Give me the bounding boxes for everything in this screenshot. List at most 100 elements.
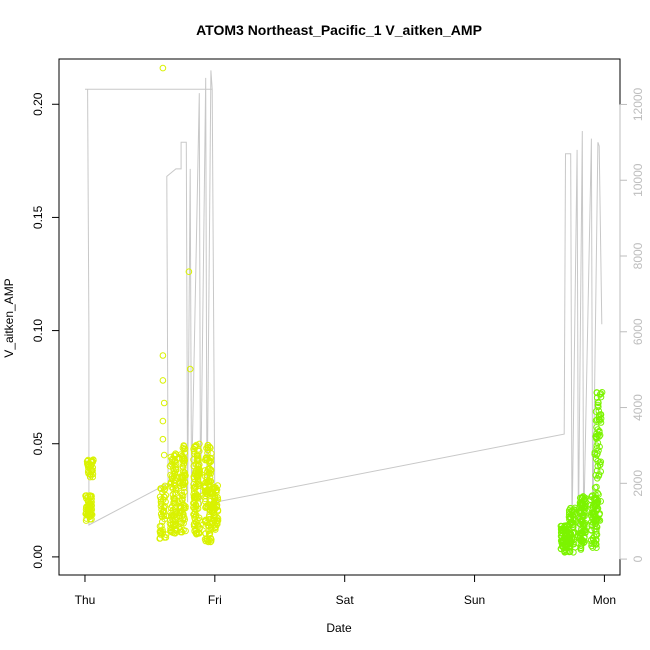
data-point-late <box>595 471 603 478</box>
data-point-early <box>185 268 193 276</box>
data-point-early <box>160 504 168 512</box>
data-point-early <box>211 516 219 524</box>
data-point-early <box>168 461 175 468</box>
data-point-late <box>588 527 595 534</box>
data-point-early <box>166 516 174 524</box>
data-point-late <box>576 535 583 542</box>
x-tick-label: Sat <box>336 593 355 607</box>
data-point-early <box>86 464 94 471</box>
data-point-early <box>88 457 96 464</box>
data-point-early <box>179 481 186 489</box>
data-point-late <box>593 467 601 475</box>
data-point-early <box>178 491 186 499</box>
data-point-early <box>204 446 212 454</box>
altitude-line <box>85 70 603 533</box>
data-point-late <box>595 411 603 419</box>
data-point-late <box>581 519 589 527</box>
data-point-early <box>191 516 199 523</box>
y2-tick-label: 0 <box>631 555 645 562</box>
data-point-early <box>160 493 168 501</box>
data-point-early <box>190 447 198 455</box>
y-axis-label: V_aitken_AMP <box>2 278 16 357</box>
y-tick-label: 0.20 <box>31 92 45 116</box>
data-point-early <box>171 489 179 496</box>
data-point-late <box>592 506 600 514</box>
data-point-early <box>209 485 216 493</box>
data-point-early <box>206 530 214 537</box>
y-axis: 0.00 0.05 0.10 0.15 0.20 <box>31 92 60 569</box>
data-point-early <box>190 499 197 507</box>
data-point-early <box>207 470 214 477</box>
y2-tick-label: 10000 <box>631 163 645 197</box>
data-point-early <box>167 453 175 461</box>
data-point-early <box>204 441 212 449</box>
y2-tick-label: 4000 <box>631 394 645 421</box>
data-point-early <box>203 472 211 479</box>
data-point-late <box>565 523 573 531</box>
data-point-late <box>594 439 602 447</box>
x-axis-label: Date <box>326 621 352 635</box>
data-point-late <box>578 505 586 512</box>
data-point-late <box>566 530 574 538</box>
data-point-early <box>192 461 200 469</box>
data-point-early <box>160 399 168 407</box>
data-point-early <box>191 496 198 503</box>
y-tick-label: 0.10 <box>31 319 45 343</box>
data-point-early <box>86 471 94 478</box>
data-point-early <box>159 352 167 359</box>
data-point-late <box>570 523 577 531</box>
data-point-early <box>169 485 177 493</box>
data-point-late <box>579 523 587 530</box>
data-point-late <box>557 525 565 533</box>
data-point-late <box>578 529 586 537</box>
data-point-late <box>594 401 602 409</box>
data-point-early <box>178 455 186 463</box>
data-point-early <box>180 514 188 521</box>
chart-title: ATOM3 Northeast_Pacific_1 V_aitken_AMP <box>196 22 482 38</box>
data-point-late <box>592 531 600 538</box>
altitude-line-group <box>85 70 603 533</box>
data-point-early <box>204 468 211 475</box>
data-point-early <box>169 457 176 464</box>
x-tick-label: Fri <box>208 593 222 607</box>
data-point-early <box>180 459 188 467</box>
data-point-late <box>588 509 595 517</box>
y-tick-label: 0.05 <box>31 432 45 456</box>
data-point-early <box>158 513 166 521</box>
x-axis: Thu Fri Sat Sun Mon <box>75 574 616 607</box>
data-point-late <box>589 510 597 518</box>
data-point-early <box>159 417 167 425</box>
data-point-early <box>213 497 220 504</box>
data-point-early <box>159 518 166 526</box>
data-point-early <box>159 64 167 72</box>
data-point-early <box>87 471 95 479</box>
data-point-late <box>559 542 566 549</box>
data-point-early <box>160 451 168 459</box>
data-point-early <box>169 506 177 514</box>
data-point-late <box>589 544 597 551</box>
data-point-early <box>192 526 200 534</box>
data-point-early <box>180 510 187 518</box>
data-point-early <box>167 526 175 534</box>
data-point-late <box>592 417 600 424</box>
data-point-late <box>557 522 565 530</box>
x-tick-label: Sun <box>464 593 485 607</box>
data-point-early <box>182 472 189 479</box>
data-point-late <box>597 468 605 475</box>
data-point-late <box>578 540 586 548</box>
data-point-late <box>566 547 574 555</box>
data-point-late <box>566 514 574 522</box>
data-point-early <box>186 365 194 373</box>
data-point-early <box>180 442 187 449</box>
data-point-early <box>167 524 174 532</box>
data-point-early <box>176 509 184 516</box>
data-point-early <box>177 518 185 525</box>
data-point-early <box>168 478 175 486</box>
data-point-late <box>577 544 585 552</box>
data-point-late <box>594 505 602 512</box>
data-point-late <box>597 498 605 505</box>
data-point-late <box>578 526 585 534</box>
data-point-late <box>592 472 600 479</box>
data-point-early <box>87 504 94 511</box>
